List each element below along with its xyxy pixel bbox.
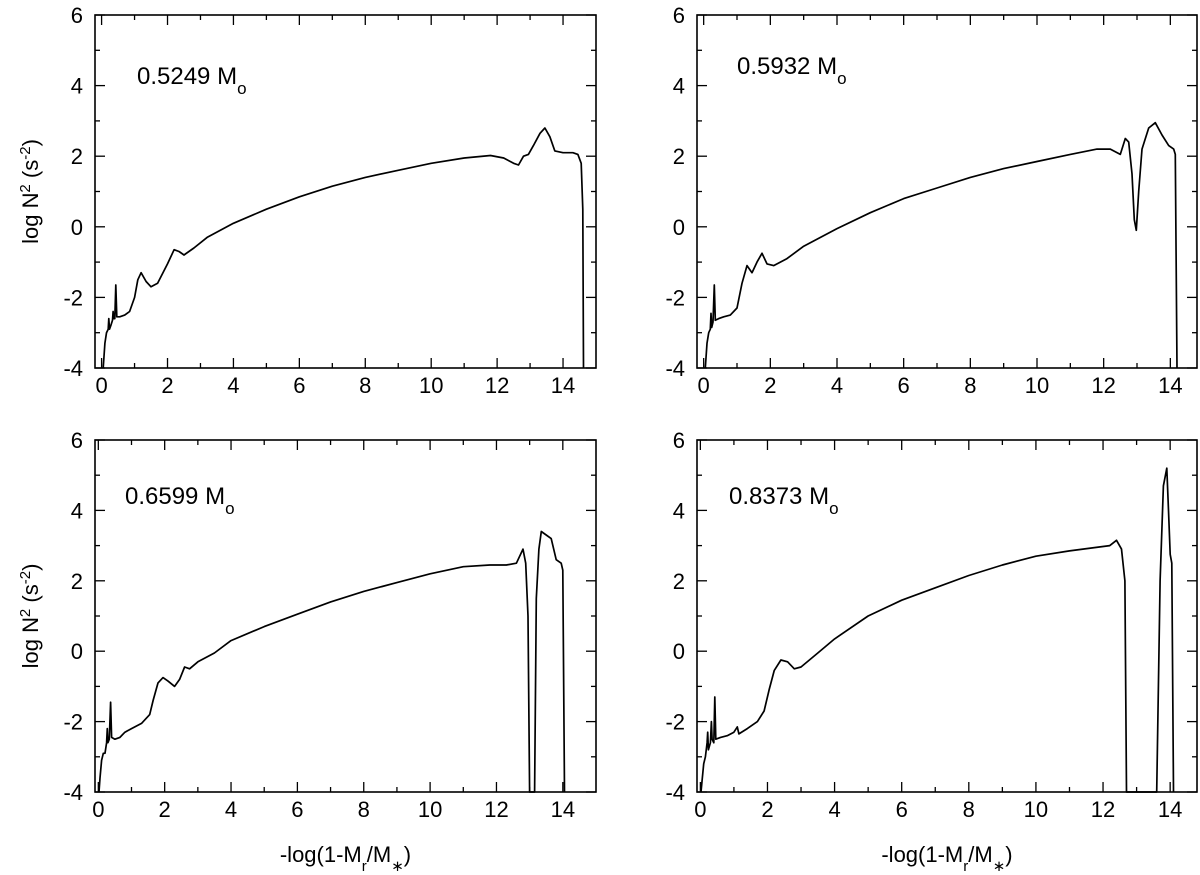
x-tick-label: 6 <box>896 797 908 822</box>
y-tick-label: 6 <box>71 3 83 28</box>
x-tick-label: 8 <box>358 797 370 822</box>
x-tick-label: 8 <box>964 373 976 398</box>
y-tick-label: 0 <box>673 639 685 664</box>
x-tick-label: 10 <box>419 373 443 398</box>
y-tick-label: 6 <box>71 428 83 453</box>
panel-top-right: 0.5932 Mo 0 2 4 6 8 10 12 14 -4 -2 0 2 4 6 <box>665 3 1198 398</box>
x-tick-label: 6 <box>293 373 305 398</box>
x-axis-label: -log(1-Mr/M∗) <box>280 842 411 875</box>
x-tick-label: 14 <box>1158 797 1182 822</box>
x-tick-label: 2 <box>761 797 773 822</box>
panel-bottom-right: 0.8373 Mo 0 2 4 6 8 10 12 14 -4 -2 0 2 4 6 -log(1-Mr/M… <box>665 428 1198 875</box>
y-tick-label: -4 <box>63 780 83 805</box>
y-tick-label: 6 <box>673 3 685 28</box>
x-tick-label: 10 <box>1025 373 1049 398</box>
mass-annotation: 0.5249 Mo <box>137 63 247 98</box>
x-tick-label: 4 <box>831 373 843 398</box>
x-tick-label: 0 <box>694 797 706 822</box>
x-tick-label: 12 <box>485 373 509 398</box>
y-tick-label: 2 <box>673 569 685 594</box>
y-tick-label: 2 <box>71 144 83 169</box>
y-tick-label: -2 <box>665 285 685 310</box>
x-tick-label: 0 <box>698 373 710 398</box>
panel-bottom-left: 0.6599 Mo 0 2 4 6 8 10 12 14 -4 -2 0 2 4 6 log N2 (s-2… <box>17 428 597 875</box>
mass-annotation: 0.5932 Mo <box>737 53 847 88</box>
x-tick-label: 10 <box>1024 797 1048 822</box>
x-tick-label: 14 <box>551 373 575 398</box>
x-tick-label: 6 <box>291 797 303 822</box>
x-tick-label: 4 <box>225 797 237 822</box>
panel-top-left: 0.5249 Mo 0 2 4 6 8 10 12 14 -4 -2 0 2 4 6 log N2 (s-2… <box>17 3 597 398</box>
y-tick-label: 2 <box>673 144 685 169</box>
x-tick-label: 10 <box>418 797 442 822</box>
x-tick-label: 2 <box>159 797 171 822</box>
y-tick-label: -4 <box>63 356 83 381</box>
x-tick-label: 4 <box>828 797 840 822</box>
x-tick-label: 0 <box>92 797 104 822</box>
y-tick-label: 0 <box>71 639 83 664</box>
y-tick-label: 4 <box>673 498 685 523</box>
y-tick-label: -4 <box>665 356 685 381</box>
x-tick-label: 8 <box>359 373 371 398</box>
data-series-line <box>98 530 566 793</box>
x-tick-label: 14 <box>551 797 575 822</box>
x-tick-label: 4 <box>227 373 239 398</box>
mass-annotation: 0.6599 Mo <box>125 483 235 518</box>
data-series-line <box>704 121 1178 369</box>
x-tick-label: 0 <box>95 373 107 398</box>
y-tick-label: 0 <box>673 215 685 240</box>
y-tick-label: -2 <box>63 285 83 310</box>
x-tick-label: 2 <box>161 373 173 398</box>
y-tick-label: 4 <box>71 498 83 523</box>
x-tick-label: 6 <box>898 373 910 398</box>
x-tick-label: 8 <box>963 797 975 822</box>
y-tick-label: -2 <box>665 710 685 735</box>
y-tick-label: 0 <box>71 215 83 240</box>
data-series-line <box>102 127 585 369</box>
y-tick-label: -2 <box>63 710 83 735</box>
x-tick-label: 12 <box>1091 797 1115 822</box>
y-tick-label: 2 <box>71 569 83 594</box>
y-axis-label: log N2 (s-2) <box>17 564 44 669</box>
y-tick-label: -4 <box>665 780 685 805</box>
y-axis-label: log N2 (s-2) <box>17 139 44 244</box>
mass-annotation: 0.8373 Mo <box>729 483 839 518</box>
x-tick-label: 12 <box>1091 373 1115 398</box>
data-series-line <box>700 467 1175 793</box>
y-tick-label: 4 <box>71 74 83 99</box>
y-tick-label: 4 <box>673 74 685 99</box>
y-tick-label: 6 <box>673 428 685 453</box>
x-tick-label: 2 <box>764 373 776 398</box>
x-tick-label: 14 <box>1158 373 1182 398</box>
x-axis-label: -log(1-Mr/M∗) <box>881 842 1012 875</box>
x-tick-label: 12 <box>484 797 508 822</box>
